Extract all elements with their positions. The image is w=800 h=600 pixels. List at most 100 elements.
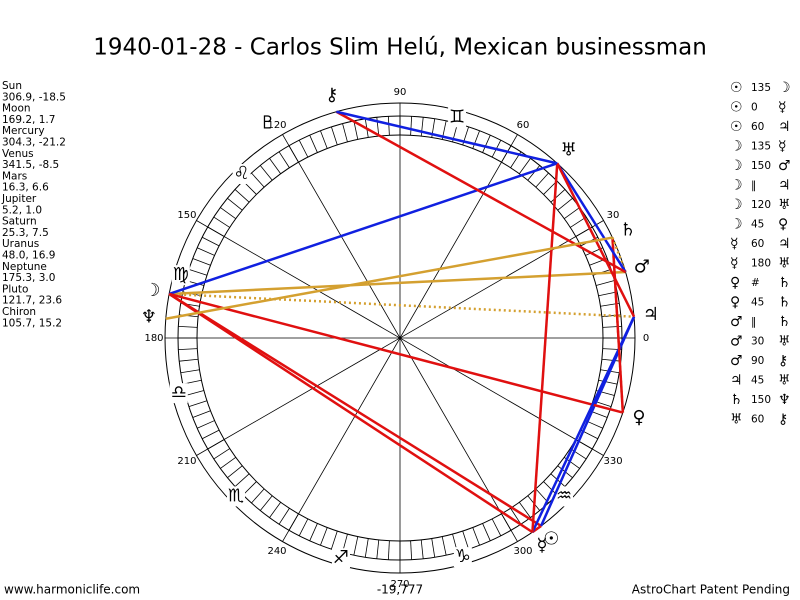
planet-glyph: ♄: [620, 219, 636, 240]
ring-tick: [510, 508, 522, 525]
degree-label: 90: [394, 87, 407, 98]
aspect-to: ♅: [778, 373, 791, 389]
ring-tick: [192, 410, 211, 418]
ring-tick: [178, 348, 198, 351]
degree-label: 270: [390, 579, 409, 590]
ring-tick: [234, 189, 250, 203]
aspect-from: ☉: [730, 119, 743, 135]
ring-tick: [259, 495, 273, 511]
ring-tick: [376, 539, 380, 559]
ring-tick: [598, 379, 618, 385]
aspect-type: 135: [751, 82, 771, 94]
aspect-line: [168, 292, 624, 414]
planet-position: 16.3, 6.6: [2, 182, 49, 194]
planet-position: 306.9, -18.5: [2, 91, 66, 103]
planet-name: Jupiter: [1, 193, 37, 205]
planet-name: Venus: [2, 148, 34, 160]
aspect-type: ‖: [751, 180, 756, 192]
ring-tick: [197, 420, 215, 429]
ring-tick: [601, 358, 621, 362]
planet-position: 5.2, 1.0: [2, 204, 42, 216]
aspect-to: ♅: [778, 334, 791, 350]
ring-tick: [557, 197, 573, 211]
degree-label: 240: [267, 546, 286, 557]
planet-name: Uranus: [2, 238, 39, 250]
ring-tick: [563, 207, 580, 220]
planet-name: Moon: [2, 103, 31, 115]
ring-tick: [353, 120, 359, 140]
aspect-to: ♅: [778, 197, 791, 213]
aspect-type: 0: [751, 102, 758, 114]
planet-name: Mercury: [2, 125, 45, 137]
ring-tick: [188, 269, 208, 276]
ring-tick: [431, 538, 436, 558]
ring-tick: [598, 291, 618, 297]
aspect-from: ☿: [730, 256, 739, 272]
aspect-to: ♆: [778, 392, 791, 408]
sign-glyph: ♎: [171, 382, 187, 403]
ring-tick: [309, 523, 318, 541]
aspect-to: ♃: [778, 178, 791, 194]
planet-position: 48.0, 16.9: [2, 250, 55, 262]
planet-position: 175.3, 3.0: [2, 272, 55, 284]
aspect-from: ♀: [730, 275, 740, 291]
aspect-from: ♅: [730, 412, 743, 428]
aspect-from: ☽: [730, 178, 743, 194]
ring-tick: [251, 172, 265, 188]
ring-tick: [472, 130, 480, 149]
ring-tick: [364, 538, 369, 558]
aspect-line: [168, 292, 534, 534]
aspect-type: 150: [751, 160, 771, 172]
ring-tick: [472, 527, 480, 546]
ring-tick: [331, 126, 338, 146]
aspect-from: ☉: [730, 100, 743, 116]
ring-tick: [482, 135, 491, 153]
ring-tick: [518, 158, 531, 175]
ring-tick: [179, 358, 199, 362]
sign-glyph: ♐: [333, 547, 349, 568]
aspect-line: [335, 110, 627, 274]
aspect-to: ⚷: [778, 353, 788, 369]
aspect-type: 45: [751, 375, 764, 387]
ring-tick: [298, 140, 309, 158]
footer-number: -19,777: [377, 583, 423, 597]
aspect-to: ♃: [778, 119, 791, 135]
planet-position: 105.7, 15.2: [2, 317, 62, 329]
aspect-line: [336, 110, 558, 165]
planet-glyph: ⚷: [325, 84, 338, 105]
aspect-from: ☽: [730, 158, 743, 174]
ring-tick: [269, 158, 282, 175]
aspect-to: ⚷: [778, 412, 788, 428]
ring-tick: [213, 216, 230, 228]
ring-tick: [197, 247, 215, 256]
aspect-from: ☽: [730, 217, 743, 233]
aspect-line: [168, 292, 542, 527]
ring-tick: [180, 369, 200, 374]
ring-tick: [234, 473, 250, 487]
sign-bg: [169, 383, 188, 404]
planet-name: Chiron: [2, 306, 36, 318]
planet-position: 121.7, 23.6: [2, 295, 62, 307]
ring-tick: [213, 448, 230, 460]
aspect-to: ♀: [778, 217, 788, 233]
aspect-from: ☽: [730, 139, 743, 155]
degree-label: 180: [144, 333, 163, 344]
ring-tick: [420, 117, 424, 137]
ring-tick: [482, 523, 491, 541]
planet-name: Saturn: [2, 216, 37, 228]
planet-glyph: ♀: [632, 407, 645, 428]
planet-glyph: ☉: [543, 529, 559, 550]
footer-site: www.harmoniclife.com: [4, 583, 140, 597]
degree-label: 150: [177, 210, 196, 221]
aspect-type: 60: [751, 238, 764, 250]
sign-bg: [331, 548, 350, 569]
ring-tick: [220, 207, 237, 220]
ring-tick: [220, 456, 237, 469]
degree-label: 330: [603, 456, 622, 467]
planet-position: 25.3, 7.5: [2, 227, 49, 239]
footer-note: AstroChart Patent Pending: [632, 583, 790, 597]
ring-tick: [535, 172, 549, 188]
aspect-type: 180: [751, 258, 771, 270]
ring-tick: [185, 390, 205, 396]
ring-tick: [387, 540, 390, 560]
